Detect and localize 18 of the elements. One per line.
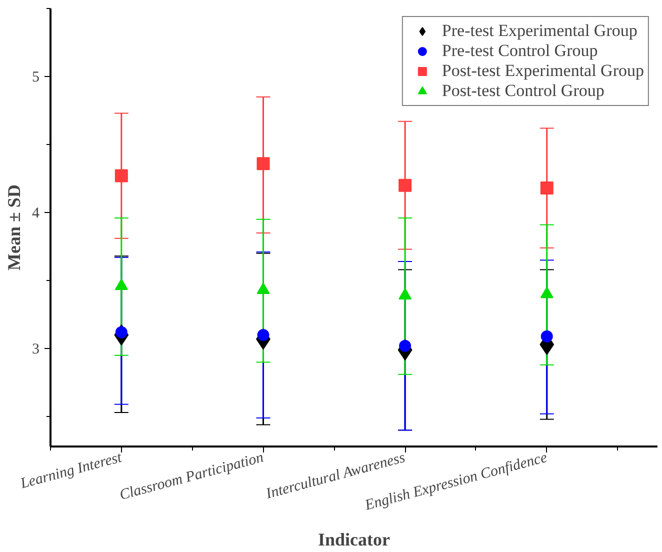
y-tick-label: 4: [32, 206, 40, 222]
legend-label: Pre-test Control Group: [442, 41, 598, 61]
legend-label: Pre-test Experimental Group: [442, 21, 638, 41]
legend-label: Post-test Control Group: [442, 81, 604, 101]
point: [398, 288, 412, 300]
point: [540, 330, 553, 342]
y-tick-label: 3: [32, 342, 40, 358]
point: [256, 157, 270, 170]
legend-label: Post-test Experimental Group: [442, 61, 644, 81]
point: [398, 178, 412, 192]
point: [114, 278, 128, 290]
x-axis-title: Indicator: [318, 530, 390, 550]
y-axis-title: Mean ± SD: [4, 184, 24, 270]
point: [540, 286, 554, 298]
y-tick-label: 5: [32, 70, 40, 86]
point: [114, 169, 128, 182]
point: [256, 282, 270, 294]
point: [540, 182, 554, 195]
